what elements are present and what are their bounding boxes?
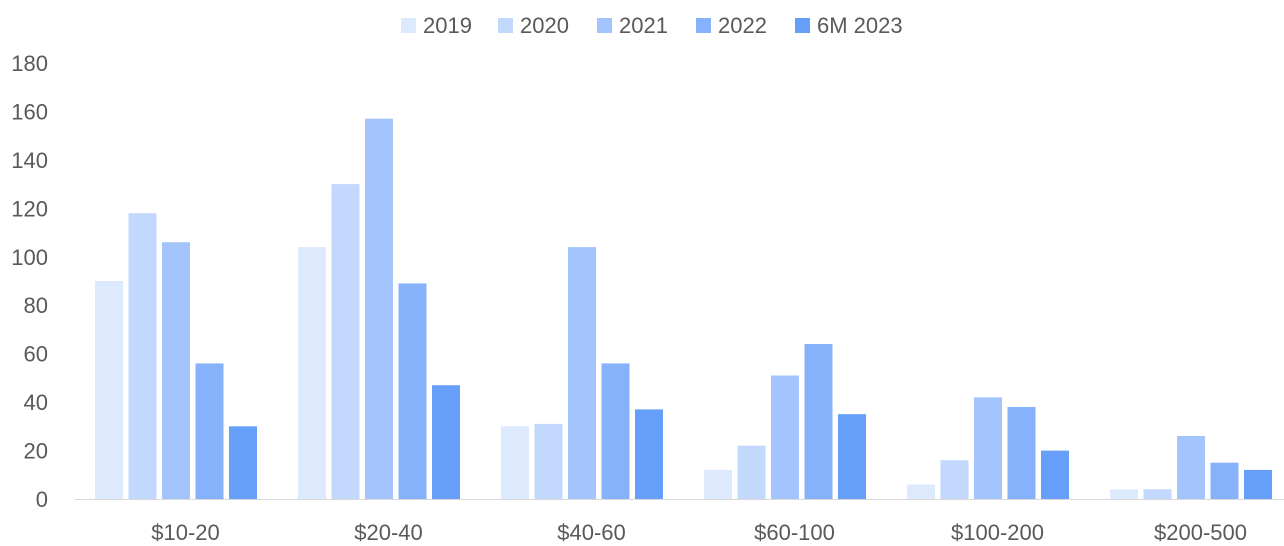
legend-label: 2020 — [520, 13, 569, 38]
bar — [365, 118, 393, 499]
bar — [229, 426, 257, 499]
bar — [162, 242, 190, 499]
x-axis: $10-20 $20-40 $40-60 $60-100 $100-200 $200-50… — [151, 520, 1247, 545]
y-axis: 0 20 40 60 80 100 120 140 160 180 — [11, 51, 48, 512]
legend-swatch — [696, 18, 711, 33]
bar — [838, 414, 866, 499]
legend-label: 2021 — [619, 13, 668, 38]
bar — [601, 363, 630, 499]
bar-group — [95, 213, 257, 499]
bar — [1244, 469, 1272, 499]
legend-label: 2022 — [718, 13, 767, 38]
bar — [568, 247, 596, 499]
x-tick-label: $60-100 — [754, 520, 835, 545]
legend-swatch — [498, 18, 513, 33]
bar — [298, 247, 326, 499]
x-tick-label: $100-200 — [951, 520, 1044, 545]
y-tick-label: 120 — [11, 196, 48, 221]
bar — [1110, 489, 1138, 499]
legend-item: 2019 — [401, 13, 472, 38]
y-tick-label: 20 — [24, 439, 48, 464]
bar-group — [704, 344, 866, 499]
legend-swatch — [401, 18, 416, 33]
bar-group — [298, 118, 460, 499]
bar — [1143, 489, 1172, 499]
bar-group — [1110, 436, 1272, 499]
bar — [804, 344, 833, 499]
legend-item: 2021 — [597, 13, 668, 38]
legend-label: 6M 2023 — [817, 13, 903, 38]
bar — [974, 397, 1002, 499]
bar-group — [907, 397, 1069, 499]
bar — [704, 469, 732, 499]
x-tick-label: $20-40 — [354, 520, 423, 545]
legend-swatch — [597, 18, 612, 33]
bar — [501, 426, 529, 499]
legend-swatch — [795, 18, 810, 33]
bar — [432, 385, 460, 499]
bar — [331, 184, 360, 499]
y-tick-label: 0 — [36, 487, 48, 512]
y-tick-label: 160 — [11, 99, 48, 124]
y-tick-label: 100 — [11, 245, 48, 270]
y-tick-label: 140 — [11, 148, 48, 173]
y-tick-label: 40 — [24, 390, 48, 415]
bar — [195, 363, 224, 499]
bar — [1041, 450, 1069, 499]
bar — [1210, 462, 1239, 499]
legend-item: 2022 — [696, 13, 767, 38]
bar-group — [501, 247, 663, 499]
bar — [1177, 436, 1205, 499]
x-tick-label: $40-60 — [557, 520, 626, 545]
bar — [534, 423, 563, 499]
bar — [95, 281, 123, 499]
bar — [1007, 407, 1036, 499]
bar — [635, 409, 663, 499]
bar — [940, 460, 969, 499]
legend-item: 2020 — [498, 13, 569, 38]
legend-item: 6M 2023 — [795, 13, 903, 38]
legend: 2019 2020 2021 2022 6M 2023 — [401, 13, 903, 38]
y-tick-label: 60 — [24, 342, 48, 367]
bars-area — [95, 118, 1272, 499]
y-tick-label: 80 — [24, 293, 48, 318]
bar — [907, 484, 935, 499]
bar — [398, 283, 427, 499]
legend-label: 2019 — [423, 13, 472, 38]
bar — [128, 213, 157, 499]
x-tick-label: $200-500 — [1154, 520, 1247, 545]
bar — [737, 445, 766, 499]
y-tick-label: 180 — [11, 51, 48, 76]
x-tick-label: $10-20 — [151, 520, 220, 545]
bar — [771, 375, 799, 499]
